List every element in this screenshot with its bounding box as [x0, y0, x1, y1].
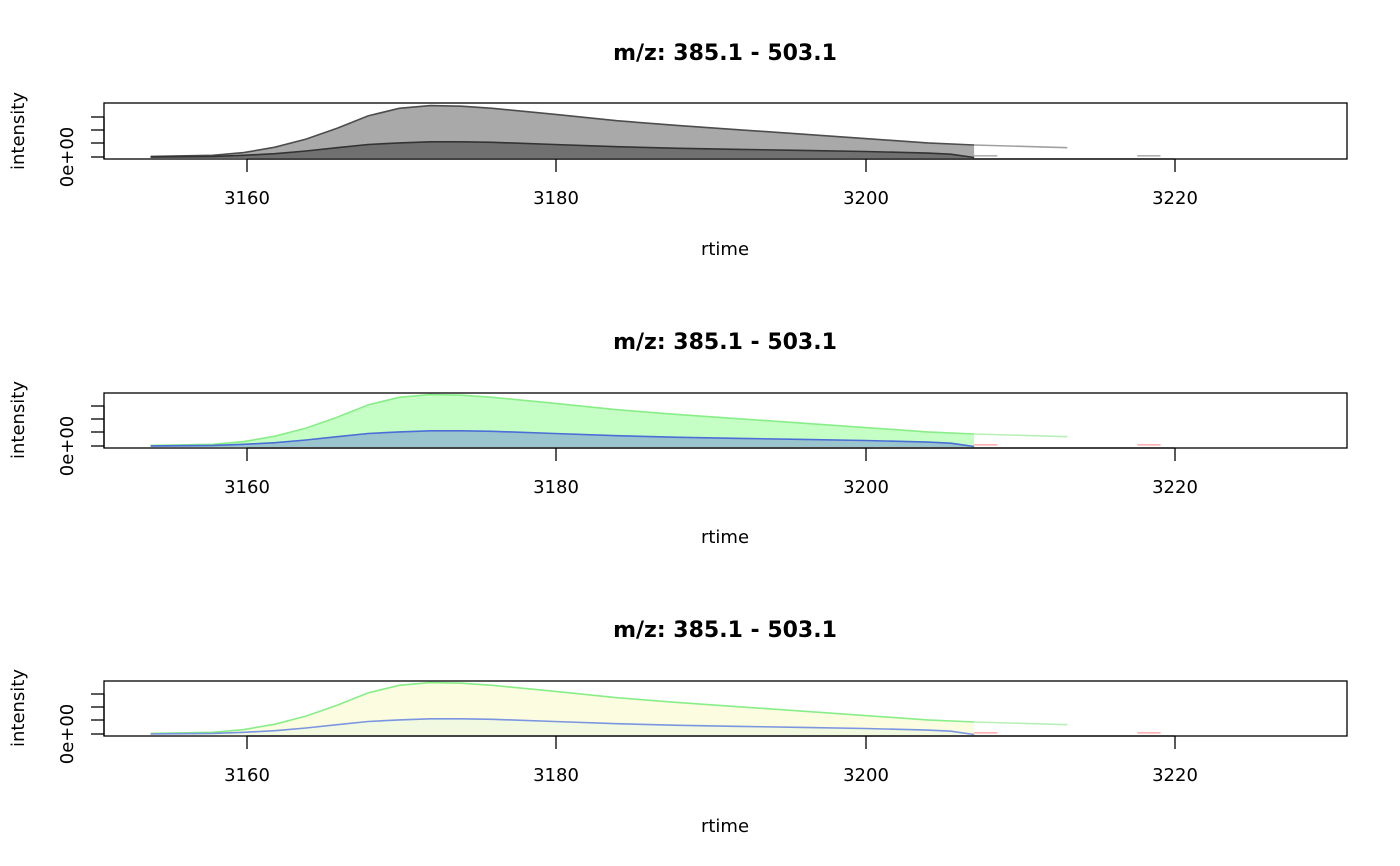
x-tick-label: 3180 [533, 765, 579, 786]
series-layer [150, 681, 1161, 736]
y-tick-label: 0e+00 [57, 704, 78, 765]
x-tick-label: 3220 [1152, 765, 1198, 786]
series-3-line [974, 433, 1068, 438]
x-tick-label: 3160 [224, 188, 270, 209]
y-tick-label: 0e+00 [57, 127, 78, 188]
y-axis: 0e+00 intensity [8, 92, 105, 188]
series-3-line [974, 721, 1068, 726]
chart-panel-1: m/z: 385.1 - 503.1 0e+00 intensity 3160 … [8, 41, 1348, 260]
y-axis-label: intensity [8, 92, 29, 170]
series-2-line [150, 141, 975, 159]
x-tick-label: 3200 [843, 765, 889, 786]
y-axis-label: intensity [8, 381, 29, 459]
series-layer [150, 393, 1161, 448]
x-tick-label: 3200 [843, 188, 889, 209]
chart-title: m/z: 385.1 - 503.1 [613, 330, 837, 355]
series-2-line [150, 429, 975, 448]
series-1-line [150, 104, 975, 158]
x-axis-label: rtime [701, 816, 749, 837]
chart-panel-2: m/z: 385.1 - 503.1 0e+00 intensity 3160 … [8, 330, 1348, 548]
y-tick-label: 0e+00 [57, 416, 78, 477]
chart-title: m/z: 385.1 - 503.1 [613, 618, 837, 643]
series-1-line [150, 681, 975, 735]
x-tick-label: 3160 [224, 477, 270, 498]
series-3-line [974, 144, 1068, 149]
x-axis-label: rtime [701, 239, 749, 260]
x-tick-label: 3180 [533, 477, 579, 498]
chart-title: m/z: 385.1 - 503.1 [613, 41, 837, 66]
series-layer [150, 104, 1161, 159]
series-2-line [150, 717, 975, 736]
y-axis: 0e+00 intensity [8, 669, 105, 765]
x-tick-label: 3220 [1152, 477, 1198, 498]
x-tick-label: 3220 [1152, 188, 1198, 209]
y-axis: 0e+00 intensity [8, 381, 105, 477]
series-1-line [150, 393, 975, 447]
x-tick-label: 3180 [533, 188, 579, 209]
x-tick-label: 3160 [224, 765, 270, 786]
x-axis-label: rtime [701, 527, 749, 548]
x-axis: 3160 3180 3200 3220 rtime [224, 447, 1198, 548]
x-axis: 3160 3180 3200 3220 rtime [224, 735, 1198, 837]
x-tick-label: 3200 [843, 477, 889, 498]
x-axis: 3160 3180 3200 3220 rtime [224, 158, 1198, 260]
y-axis-label: intensity [8, 669, 29, 747]
chart-panel-3: m/z: 385.1 - 503.1 0e+00 intensity 3160 … [8, 618, 1348, 837]
